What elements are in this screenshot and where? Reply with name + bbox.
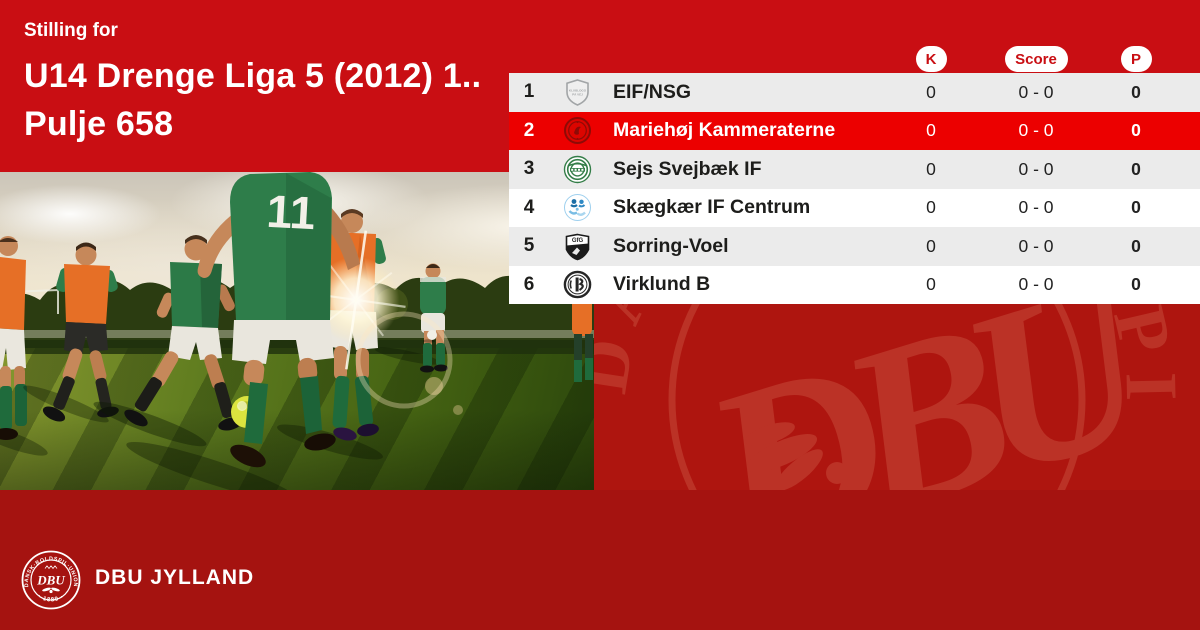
rank-cell: 2	[523, 119, 535, 141]
score-value: 0 - 0	[1018, 235, 1054, 256]
left-edge-player	[0, 236, 48, 456]
k-value: 0	[926, 120, 936, 141]
team-name: Mariehøj Kammeraterne	[613, 119, 836, 142]
photo-illustration: 11	[0, 172, 594, 490]
p-value: 0	[1131, 158, 1141, 179]
team-name: Sorring-Voel	[613, 234, 729, 257]
score-value: 0 - 0	[1018, 158, 1054, 179]
svg-text:KLUBLOGO: KLUBLOGO	[568, 88, 586, 92]
svg-text:GfG: GfG	[571, 238, 583, 244]
team-name: Sejs Svejbæk IF	[613, 157, 762, 180]
standings-panel: K Score P 1 KLUBLOGO PÅ VEJ EIF/NSG 0 0 …	[509, 46, 1200, 304]
p-value: 0	[1131, 81, 1141, 102]
p-value: 0	[1131, 274, 1141, 295]
match-photo: 11	[0, 172, 594, 490]
k-value: 0	[926, 158, 936, 179]
score-value: 0 - 0	[1018, 197, 1054, 218]
mariehoej-club-icon	[549, 116, 605, 145]
sorring-voel-club-icon: GfG	[549, 232, 605, 261]
team-name: EIF/NSG	[613, 80, 692, 103]
standings-table: 1 KLUBLOGO PÅ VEJ EIF/NSG 0 0 - 0 0 2	[509, 73, 1200, 304]
table-row: 4 Skægkær IF Centrum 0 0 - 0 0	[509, 188, 1200, 227]
p-value: 0	[1131, 235, 1141, 256]
table-row: 1 KLUBLOGO PÅ VEJ EIF/NSG 0 0 - 0 0	[509, 73, 1200, 112]
competition-title: U14 Drenge Liga 5 (2012) 1..	[24, 57, 482, 95]
column-pills: K Score P	[509, 46, 1200, 73]
team-name: Skægkær IF Centrum	[613, 196, 811, 219]
rank-cell: 5	[523, 235, 535, 257]
brand-name: DBU JYLLAND	[95, 566, 255, 589]
table-row: 2 Mariehøj Kammeraterne 0 0 - 0 0	[509, 111, 1200, 150]
mid-left-player	[93, 235, 242, 447]
table-row: 3 Sejs Svejbæk IF 0 0 - 0 0	[509, 150, 1200, 189]
sun-flare	[294, 230, 463, 415]
score-value: 0 - 0	[1018, 120, 1054, 141]
svg-text:DBU: DBU	[36, 573, 65, 588]
pill-p: P	[1120, 46, 1152, 72]
score-value: 0 - 0	[1018, 274, 1054, 295]
k-value: 0	[926, 197, 936, 218]
pill-k: K	[915, 46, 947, 72]
main-player: 11	[126, 172, 360, 490]
skaegkaer-club-icon	[549, 193, 605, 222]
placeholder-shield-icon: KLUBLOGO PÅ VEJ	[549, 78, 605, 107]
k-value: 0	[926, 81, 936, 102]
rank-cell: 4	[523, 196, 535, 218]
eyebrow-label: Stilling for	[24, 20, 118, 41]
rank-cell: 1	[523, 81, 535, 103]
jersey-number: 11	[265, 185, 316, 239]
page-title-block: Stilling for U14 Drenge Liga 5 (2012) 1.…	[24, 18, 481, 148]
team-name: Virklund B	[613, 273, 711, 296]
pill-score: Score	[1004, 46, 1068, 72]
sejs-svejbaek-club-icon	[549, 155, 605, 184]
left-running-player	[23, 242, 119, 423]
watermark-wing-ornament	[745, 422, 865, 490]
k-value: 0	[926, 274, 936, 295]
table-row: 5 GfG Sorring-Voel 0 0 - 0 0	[509, 227, 1200, 266]
pool-title: Pulje 658	[24, 105, 174, 143]
score-value: 0 - 0	[1018, 81, 1054, 102]
dbu-crest-icon: DANSK·BOLDSPIL·UNION · 1889 · DBU	[21, 550, 81, 610]
svg-text:PÅ VEJ: PÅ VEJ	[572, 91, 583, 96]
distant-ball	[427, 330, 437, 340]
rank-cell: 3	[523, 158, 535, 180]
footer: DANSK·BOLDSPIL·UNION · 1889 · DBU DBU JY…	[0, 490, 1200, 630]
p-value: 0	[1131, 197, 1141, 218]
right-player	[374, 263, 448, 373]
rank-cell: 6	[523, 273, 535, 295]
k-value: 0	[926, 235, 936, 256]
p-value: 0	[1131, 120, 1141, 141]
virklund-club-icon	[549, 270, 605, 299]
svg-text:· 1889 ·: · 1889 ·	[36, 594, 65, 604]
table-row: 6 Virklund B 0 0 - 0 0	[509, 265, 1200, 304]
